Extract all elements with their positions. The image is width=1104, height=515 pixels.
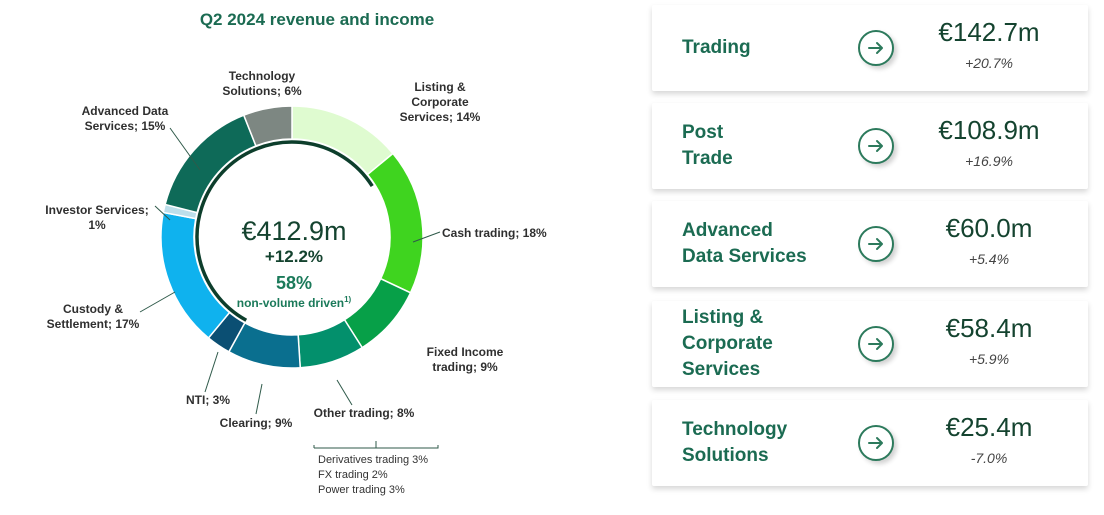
segment-value: €25.4m	[945, 412, 1033, 442]
segment-value: €142.7m	[938, 17, 1040, 47]
donut-slice-8	[164, 114, 257, 214]
center-footnote: 1)	[344, 295, 351, 304]
segment-change: -7.0%	[970, 450, 1008, 466]
arrow-right-icon	[868, 140, 883, 152]
segment-title-line: Advanced	[682, 220, 773, 241]
segment-title-line: Trade	[682, 148, 733, 169]
other-trading-breakdown-item: FX trading 2%	[318, 469, 388, 481]
slice-label-leader-5	[204, 351, 219, 393]
segment-change: +20.7%	[965, 55, 1013, 71]
segment-title: Listing & Corporate Services	[682, 305, 852, 383]
revenue-donut-chart: Q2 2024 revenue and income €412.9m +12.2…	[45, 10, 547, 496]
segment-title: Technology Solutions	[682, 417, 852, 469]
donut-slice-6	[160, 211, 231, 339]
segment-title-line: Services	[682, 359, 761, 380]
segment-title: Advanced Data Services	[682, 218, 852, 270]
segment-change: +16.9%	[965, 153, 1013, 169]
chart-title: Q2 2024 revenue and income	[200, 10, 434, 29]
segment-title: Trading	[682, 35, 852, 61]
arrow-right-circle-icon[interactable]	[858, 226, 894, 262]
segment-card: Post Trade €108.9m +16.9%	[652, 103, 1088, 189]
slice-label-6: Custody & Settlement; 17%	[47, 302, 140, 331]
segment-title: Post Trade	[682, 120, 852, 172]
slice-label-5: NTI; 3%	[186, 393, 230, 407]
slice-label-leader-4	[255, 383, 263, 415]
slice-label-3: Other trading; 8%	[314, 406, 415, 420]
segment-title-line: Corporate	[682, 333, 773, 354]
slice-label-8: Advanced Data Services; 15%	[82, 104, 169, 133]
segment-title-line: Listing &	[682, 307, 764, 328]
segment-title-line: Technology	[682, 419, 788, 440]
slice-label-0: Listing & Corporate Services; 14%	[400, 80, 481, 124]
slice-label-leader-1	[412, 231, 441, 243]
other-trading-breakdown-item: Derivatives trading 3%	[318, 454, 428, 466]
center-share-label: non-volume driven1)	[237, 295, 352, 310]
segment-card: Technology Solutions €25.4m -7.0%	[652, 400, 1088, 486]
slice-label-9: Technology Solutions; 6%	[222, 69, 302, 98]
segment-title-line: Solutions	[682, 445, 769, 466]
donut-slice-1	[366, 152, 424, 294]
center-share: 58%	[276, 273, 312, 293]
segment-title-line: Post	[682, 122, 724, 143]
segment-change: +5.4%	[968, 251, 1010, 267]
segment-card: Advanced Data Services €60.0m +5.4%	[652, 201, 1088, 287]
slice-label-leader-8	[169, 127, 201, 171]
segment-value: €58.4m	[945, 313, 1033, 343]
arrow-right-circle-icon[interactable]	[858, 425, 894, 461]
segment-title-line: Data Services	[682, 246, 807, 267]
breakdown-bracket	[313, 441, 439, 449]
center-total: €412.9m	[241, 216, 346, 246]
arrow-right-icon	[868, 42, 883, 54]
arrow-right-circle-icon[interactable]	[858, 128, 894, 164]
segment-value: €108.9m	[938, 115, 1040, 145]
segment-card: Listing & Corporate Services €58.4m +5.9%	[652, 301, 1088, 387]
donut-slice-0	[291, 105, 394, 176]
segment-value: €60.0m	[945, 213, 1033, 243]
donut-slice-9	[242, 105, 293, 147]
arrow-right-circle-icon[interactable]	[858, 30, 894, 66]
arrow-right-icon	[868, 238, 883, 250]
segment-title-line: Trading	[682, 37, 751, 58]
non-volume-share-arc	[195, 140, 374, 322]
slice-label-7: Investor Services; 1%	[45, 203, 148, 232]
slice-label-leader-6	[139, 291, 176, 313]
segment-card: Trading €142.7m +20.7%	[652, 5, 1088, 91]
segment-change: +5.9%	[968, 351, 1010, 367]
slice-label-1: Cash trading; 18%	[442, 226, 547, 240]
center-share-label-text: non-volume driven	[237, 296, 344, 310]
slice-label-2: Fixed Income trading; 9%	[427, 345, 504, 374]
center-growth: +12.2%	[265, 247, 323, 266]
other-trading-breakdown-item: Power trading 3%	[318, 484, 405, 496]
arrow-right-icon	[868, 338, 883, 350]
slice-label-leader-3	[336, 379, 353, 406]
arrow-right-circle-icon[interactable]	[858, 326, 894, 362]
slice-label-leader-7	[154, 205, 171, 221]
slice-label-4: Clearing; 9%	[220, 416, 293, 430]
arrow-right-icon	[868, 437, 883, 449]
